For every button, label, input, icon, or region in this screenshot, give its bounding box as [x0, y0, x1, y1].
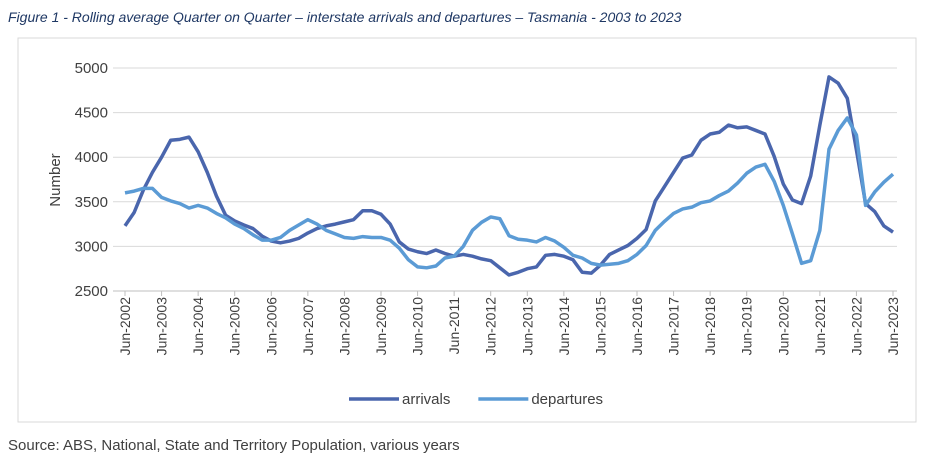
x-tick-label: Jun-2014 [556, 297, 572, 356]
x-tick-label: Jun-2003 [154, 297, 170, 356]
x-tick-label: Jun-2011 [446, 297, 462, 355]
x-tick-label: Jun-2009 [373, 297, 389, 356]
x-tick-label: Jun-2008 [336, 297, 352, 356]
x-tick-label: Jun-2010 [410, 297, 426, 356]
x-tick-label: Jun-2016 [629, 297, 645, 356]
y-axis-label: Number [47, 153, 64, 206]
chart-frame [17, 37, 917, 423]
x-tick-label: Jun-2004 [190, 297, 206, 356]
y-tick-label: 5000 [75, 60, 108, 77]
x-tick-label: Jun-2023 [885, 297, 901, 356]
series-line [123, 75, 894, 277]
y-tick-label: 3000 [75, 238, 108, 255]
x-tick-label: Jun-2015 [592, 297, 608, 356]
y-tick-label: 2500 [75, 283, 108, 300]
x-tick-label: Jun-2020 [775, 297, 791, 356]
legend-label: departures [531, 391, 603, 408]
x-tick-label: Jun-2021 [812, 297, 828, 356]
x-tick-label: Jun-2019 [739, 297, 755, 356]
source-note: Source: ABS, National, State and Territo… [8, 437, 460, 454]
legend-label: arrivals [402, 391, 450, 408]
x-tick-label: Jun-2017 [666, 297, 682, 356]
y-tick-label: 4500 [75, 105, 108, 122]
x-tick-label: Jun-2013 [519, 297, 535, 356]
chart-title: Figure 1 - Rolling average Quarter on Qu… [8, 9, 682, 25]
x-tick-label: Jun-2002 [117, 297, 133, 356]
y-tick-label: 4000 [75, 149, 108, 166]
x-tick-label: Jun-2022 [848, 297, 864, 356]
x-tick-label: Jun-2018 [702, 297, 718, 356]
y-tick-label: 3500 [75, 194, 108, 211]
series-line [124, 116, 895, 270]
x-tick-label: Jun-2005 [227, 297, 243, 356]
x-tick-label: Jun-2012 [483, 297, 499, 356]
x-tick-label: Jun-2007 [300, 297, 316, 356]
x-tick-label: Jun-2006 [263, 297, 279, 356]
